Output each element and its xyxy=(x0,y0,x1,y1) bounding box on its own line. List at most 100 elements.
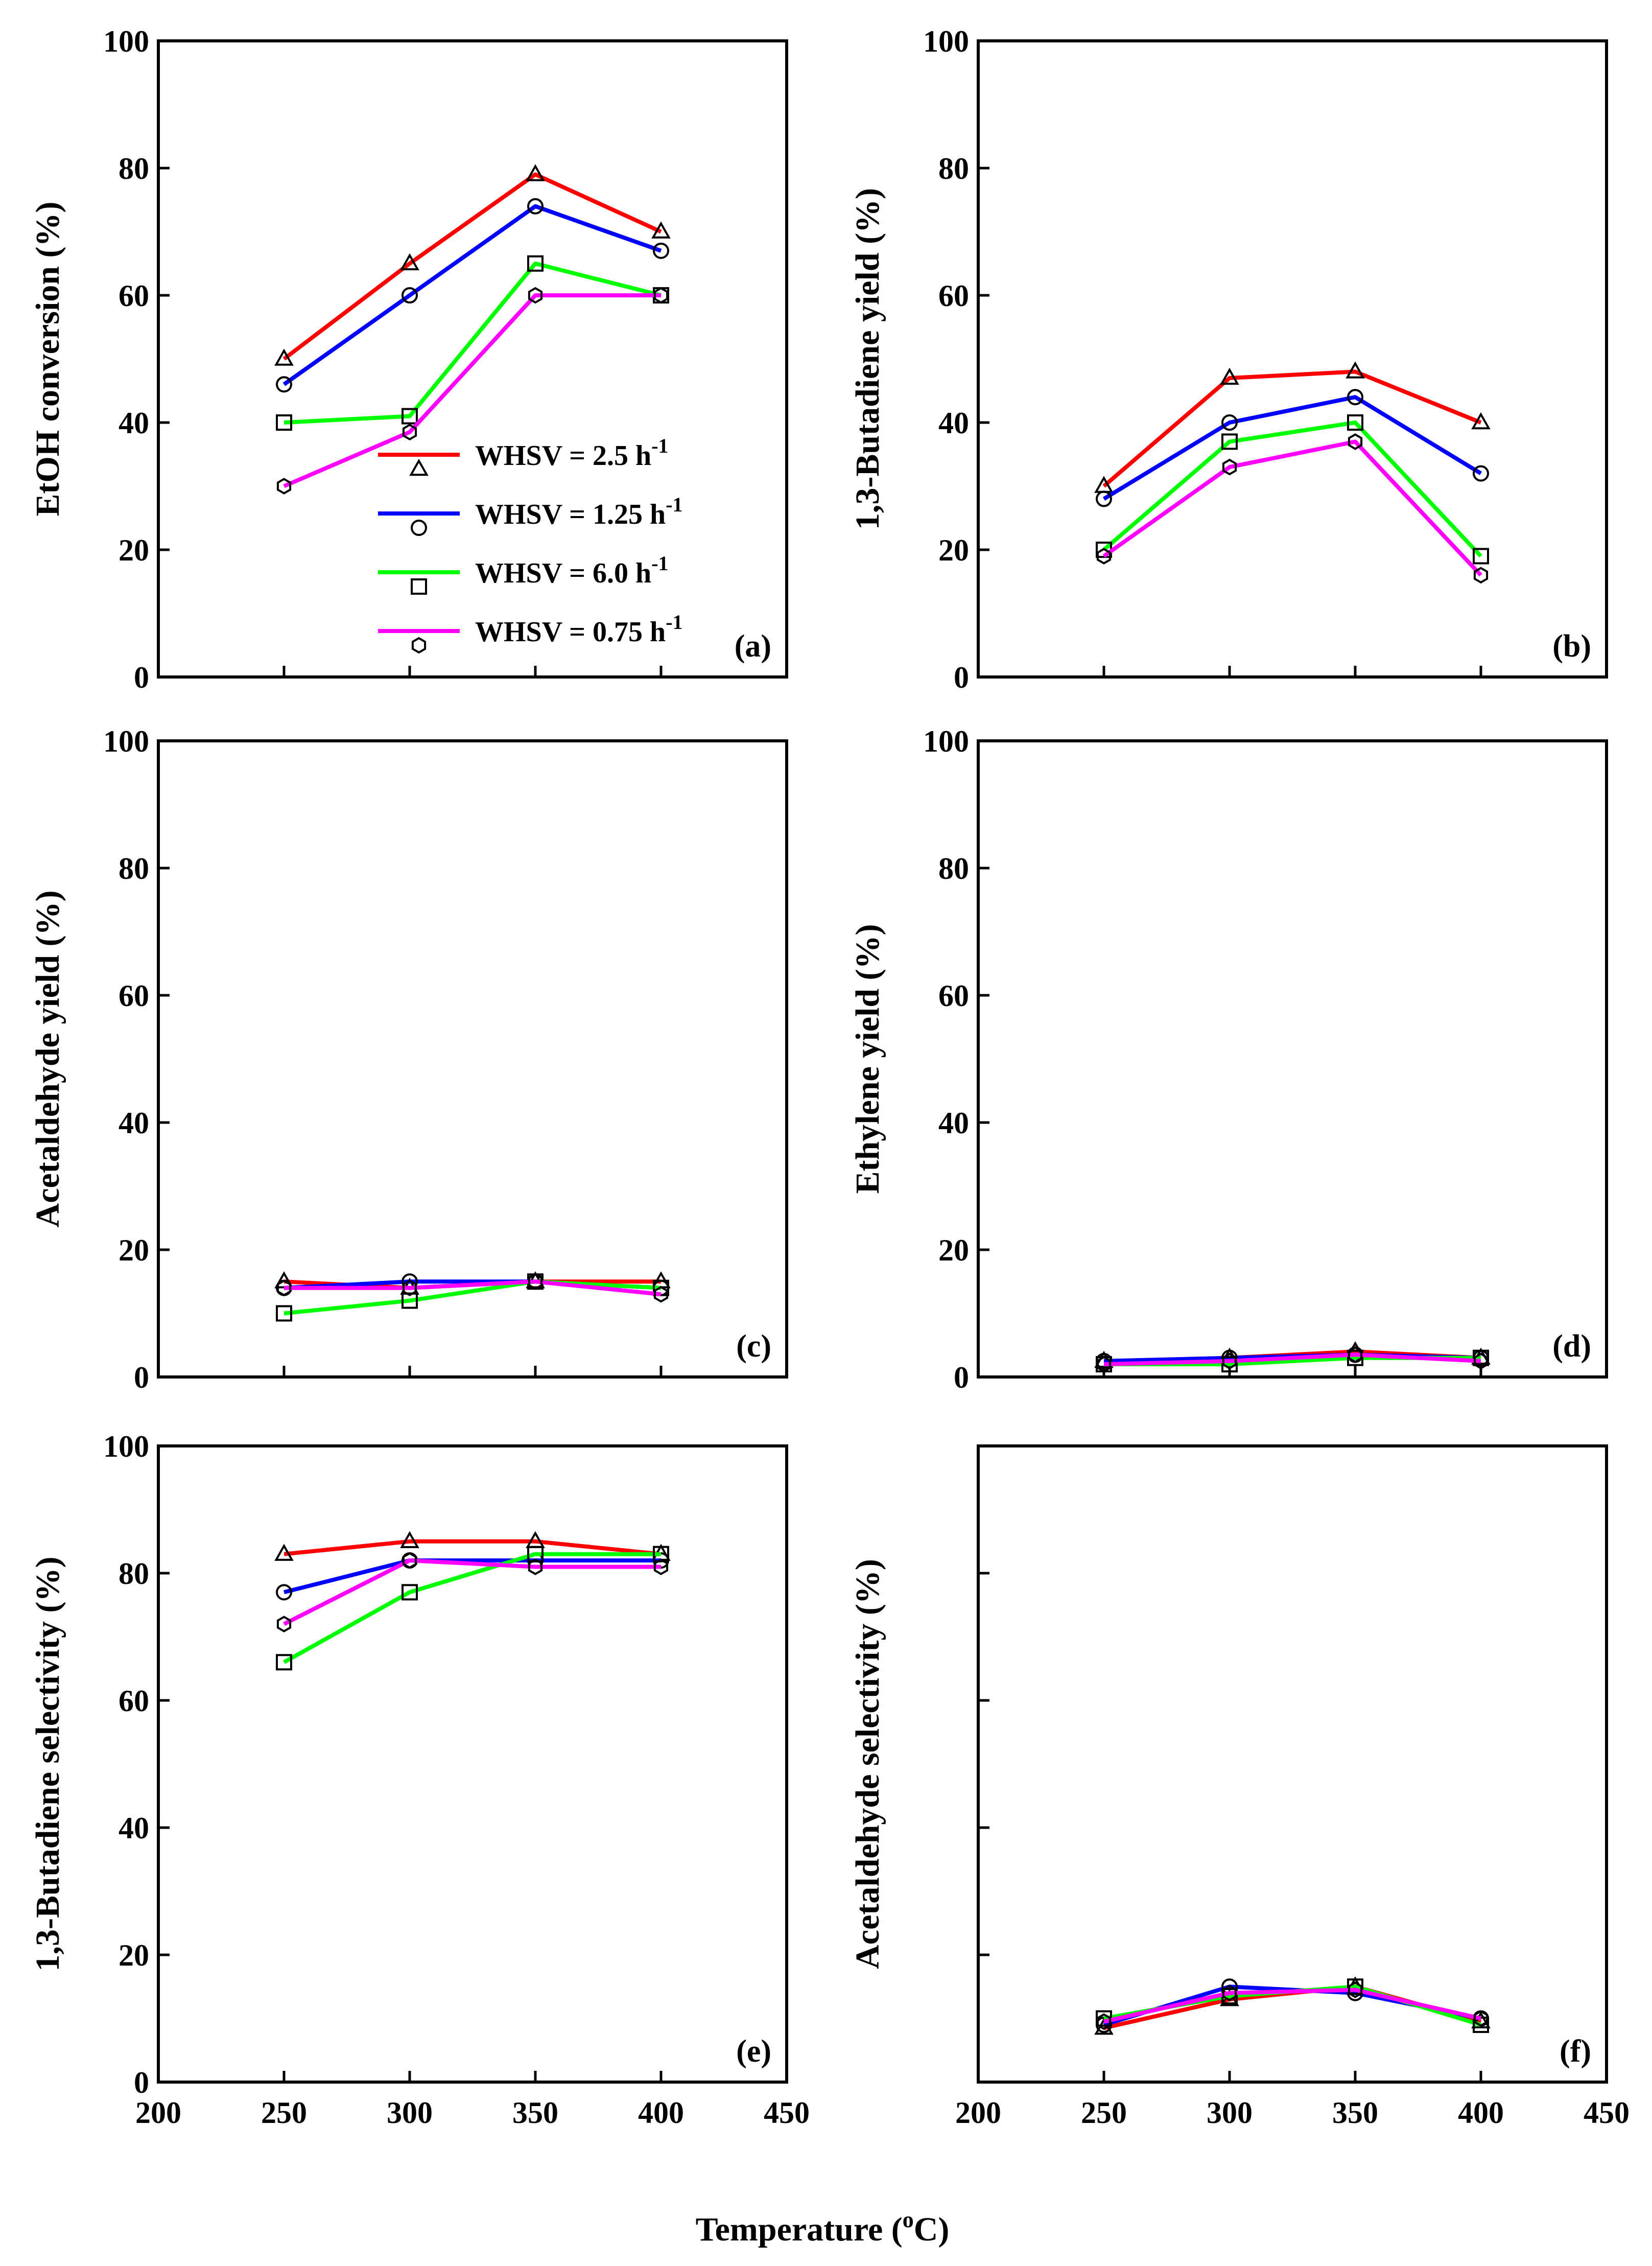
series-line xyxy=(1103,1988,1481,2024)
y-tick-label: 60 xyxy=(119,1684,149,1718)
data-point xyxy=(528,1273,543,1290)
series-line xyxy=(1102,439,1482,577)
y-tick-label: 100 xyxy=(103,1430,149,1463)
data-point xyxy=(1473,465,1489,482)
data-point xyxy=(402,1584,418,1601)
panel-c: 0 20 40 60 80 100 Acetaldehyde yield (%) (c) xyxy=(29,725,788,1394)
series-line xyxy=(284,261,662,425)
y-tick-label: 20 xyxy=(938,533,969,567)
data-point xyxy=(1471,2011,1491,2028)
x-tick-label: 350 xyxy=(512,2096,558,2130)
series-3 xyxy=(276,1273,669,1303)
x-tick-label: 300 xyxy=(387,2096,433,2130)
legend-marker xyxy=(411,578,427,595)
x-tick-label: 400 xyxy=(1458,2096,1504,2130)
data-point xyxy=(1473,548,1489,565)
y-tick-label: 60 xyxy=(938,979,969,1013)
series-0 xyxy=(274,164,671,366)
series-line xyxy=(282,172,662,361)
data-point xyxy=(1096,2013,1112,2030)
data-point xyxy=(1348,1346,1363,1363)
data-point xyxy=(276,1305,292,1322)
panel-e: 0 20 40 60 80 100 200 250 300 350 400 450 1,3-Butadi… xyxy=(29,1430,810,2130)
series-1 xyxy=(276,198,669,393)
data-point xyxy=(402,287,418,303)
data-point xyxy=(1347,389,1363,406)
y-tick-label: 0 xyxy=(954,1361,969,1394)
legend-label: WHSV = 1.25 h-1 xyxy=(475,493,683,530)
data-point xyxy=(653,1286,669,1303)
data-point xyxy=(1473,567,1489,584)
x-tick-label: 200 xyxy=(135,2096,181,2130)
panel-a: 0 20 40 60 80 100 EtOH conversion (%) (a) xyxy=(29,25,788,694)
y-tick-label: 0 xyxy=(134,1361,149,1394)
y-tick-label: 80 xyxy=(938,152,969,185)
data-point xyxy=(1096,548,1112,565)
data-point xyxy=(276,414,292,431)
y-axis-title: Ethylene yield (%) xyxy=(849,924,886,1194)
y-tick-label: 20 xyxy=(119,1938,149,1972)
data-point xyxy=(276,1654,292,1671)
data-point xyxy=(1473,2010,1489,2027)
plot-frame xyxy=(977,739,1608,1379)
data-point xyxy=(1096,1356,1112,1373)
data-point xyxy=(276,1616,292,1632)
y-axis-title: 1,3-Butadiene selectivity (%) xyxy=(29,1556,66,1971)
x-tick-label: 350 xyxy=(1332,2096,1378,2130)
y-tick-label: 0 xyxy=(134,2066,149,2099)
data-point xyxy=(402,1552,417,1569)
data-point xyxy=(653,1558,669,1575)
y-tick-label: 80 xyxy=(119,1557,149,1591)
series-line xyxy=(1103,1352,1481,1367)
y-tick-label: 60 xyxy=(119,279,149,313)
data-point xyxy=(400,253,419,270)
panel-label: (e) xyxy=(736,2034,771,2069)
series-line xyxy=(283,1552,661,1664)
data-point xyxy=(402,1279,417,1297)
x-axis-title: Temperature (oC) xyxy=(696,2207,950,2248)
x-tick-label: 400 xyxy=(638,2096,684,2130)
data-point xyxy=(1346,361,1365,379)
y-tick-label: 60 xyxy=(119,979,149,1013)
plot-frame xyxy=(157,39,788,679)
legend-label: WHSV = 0.75 h-1 xyxy=(475,611,683,648)
data-point xyxy=(527,1546,544,1562)
y-tick-label: 40 xyxy=(938,1106,969,1140)
series-line xyxy=(284,1279,662,1316)
legend-label: WHSV = 6.0 h-1 xyxy=(475,552,669,589)
y-tick-label: 40 xyxy=(938,406,969,440)
series-line xyxy=(284,1279,662,1297)
panel-label: (d) xyxy=(1552,1329,1591,1364)
plot-frame xyxy=(977,39,1608,679)
y-tick-label: 100 xyxy=(923,725,969,758)
panel-d: 0 20 40 60 80 100 Ethylene yield (%) (d) xyxy=(849,725,1608,1394)
series-2 xyxy=(276,255,669,431)
series-2 xyxy=(1096,414,1489,565)
panel-label: (c) xyxy=(736,1329,771,1364)
plot-frame xyxy=(157,739,788,1379)
panel-label: (f) xyxy=(1560,2034,1591,2069)
y-tick-label: 100 xyxy=(923,25,969,58)
x-tick-label: 450 xyxy=(764,2096,810,2130)
y-tick-label: 100 xyxy=(103,725,149,758)
data-point xyxy=(276,376,292,393)
data-point xyxy=(276,1584,292,1601)
data-point xyxy=(526,164,545,181)
y-tick-label: 0 xyxy=(954,661,969,694)
y-tick-label: 100 xyxy=(103,25,149,58)
data-point xyxy=(276,478,292,495)
panel-b: 0 20 40 60 80 100 1,3-Butadiene yield (%) (b) xyxy=(849,25,1608,694)
y-axis-title: 1,3-Butadiene yield (%) xyxy=(849,188,886,530)
data-point xyxy=(1221,414,1238,431)
y-tick-label: 40 xyxy=(119,1106,149,1140)
panels: 0 20 40 60 80 100 EtOH conversion (%) (a) 0 20 40 6… xyxy=(29,25,1630,2130)
y-tick-label: 80 xyxy=(938,852,969,885)
data-point xyxy=(402,408,418,425)
panel-label: (b) xyxy=(1552,629,1591,664)
data-point xyxy=(653,1279,669,1296)
y-axis-title: Acetaldehyde yield (%) xyxy=(29,891,66,1228)
data-point xyxy=(1096,490,1112,507)
legend-marker xyxy=(411,520,427,536)
series-line xyxy=(283,293,661,488)
